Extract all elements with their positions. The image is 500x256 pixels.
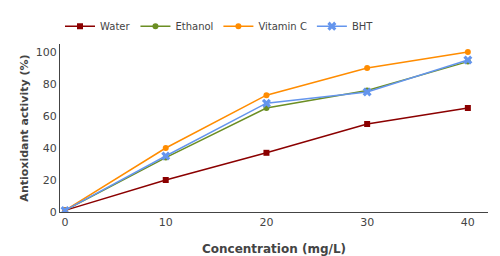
svg-text:Vitamin C: Vitamin C [258,21,306,32]
svg-text:Concentration (mg/L): Concentration (mg/L) [202,242,346,256]
svg-text:Water: Water [100,21,130,32]
svg-text:30: 30 [360,216,374,229]
svg-text:60: 60 [43,110,57,123]
svg-text:Antioxidant activity (%): Antioxidant activity (%) [18,54,31,201]
svg-text:10: 10 [159,216,173,229]
svg-text:0: 0 [50,206,57,219]
svg-text:80: 80 [43,78,57,91]
svg-text:40: 40 [43,142,57,155]
svg-text:40: 40 [461,216,475,229]
svg-text:20: 20 [259,216,273,229]
svg-text:BHT: BHT [352,21,373,32]
svg-text:0: 0 [62,216,69,229]
svg-text:20: 20 [43,174,57,187]
svg-text:Ethanol: Ethanol [175,21,213,32]
svg-text:100: 100 [36,46,57,59]
